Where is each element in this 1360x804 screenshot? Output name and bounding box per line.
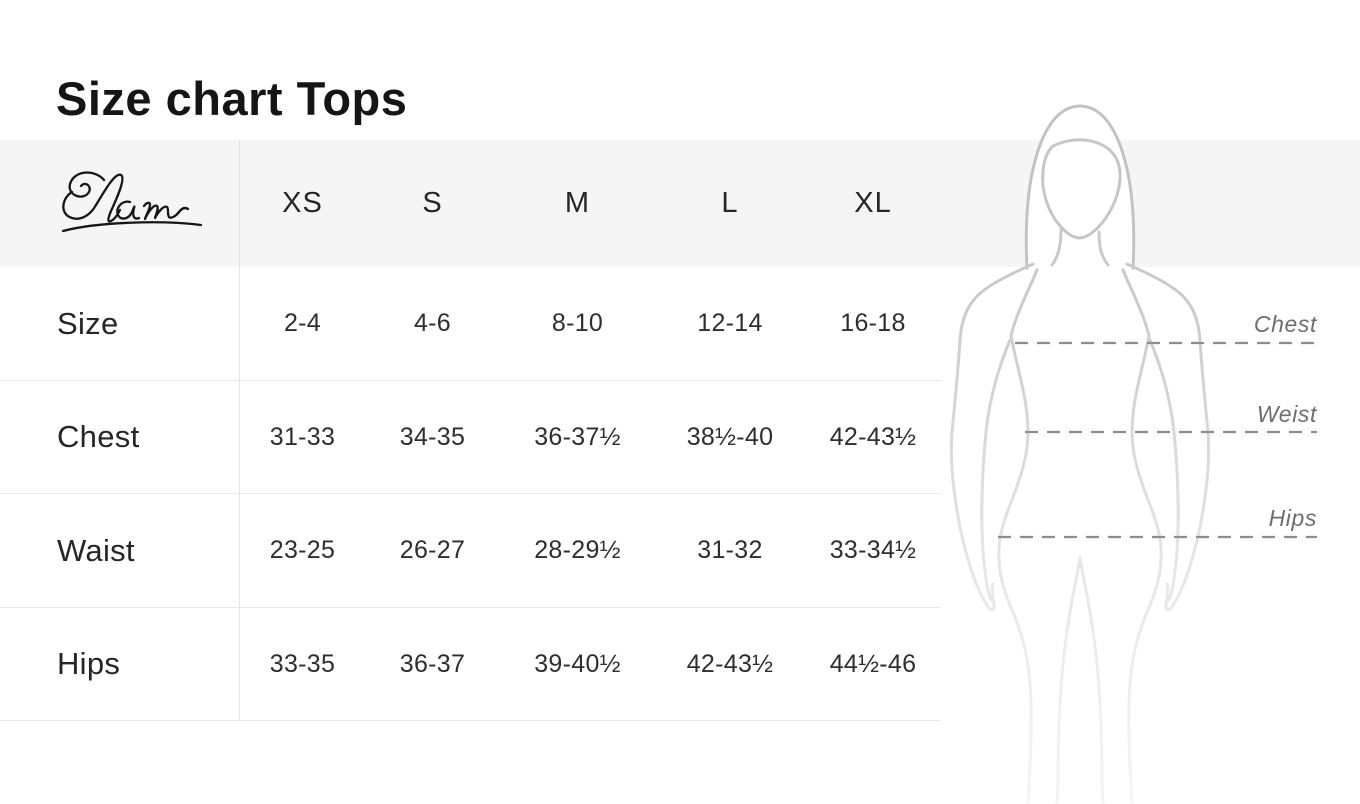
table-header-row: XS S M L XL <box>0 140 941 267</box>
cell-chest-l: 38½-40 <box>686 422 774 451</box>
row-label-waist: Waist <box>0 494 240 607</box>
cell-size-xl: 16-18 <box>840 309 906 337</box>
cell-chest-m: 36-37½ <box>534 422 621 451</box>
column-header-s: S <box>422 187 443 219</box>
cell-hips-m: 39-40½ <box>534 649 621 678</box>
cell-waist-xl: 33-34½ <box>829 536 917 564</box>
cell-waist-l: 31-32 <box>697 536 763 564</box>
cell-chest-s: 34-35 <box>399 422 466 451</box>
cell-waist-xs: 23-25 <box>269 536 336 564</box>
cell-hips-s: 36-37 <box>399 649 466 678</box>
cell-size-s: 4-6 <box>413 309 452 337</box>
column-header-m: M <box>564 187 591 219</box>
measure-label-waist: Weist <box>1256 401 1317 427</box>
column-header-xs: XS <box>282 187 323 219</box>
table-row-hips: Hips 33-35 36-37 39-40½ 42-43½ 44½-46 <box>0 608 941 721</box>
cell-size-l: 12-14 <box>697 309 763 337</box>
page-title: Size chart Tops <box>56 72 408 126</box>
column-header-xl: XL <box>854 187 892 219</box>
cell-size-xs: 2-4 <box>283 309 322 337</box>
column-header-l: L <box>721 187 739 219</box>
table-row-waist: Waist 23-25 26-27 28-29½ 31-32 33-34½ <box>0 494 941 608</box>
table-row-chest: Chest 31-33 34-35 36-37½ 38½-40 42-43½ <box>0 381 941 494</box>
row-label-chest: Chest <box>0 381 240 493</box>
cell-chest-xl: 42-43½ <box>829 422 917 451</box>
elan-logo-icon <box>61 170 203 232</box>
row-label-size: Size <box>0 267 240 380</box>
cell-hips-l: 42-43½ <box>686 649 774 678</box>
measure-label-hips: Hips <box>1268 505 1317 531</box>
cell-hips-xs: 33-35 <box>269 649 336 678</box>
measure-label-chest: Chest <box>1253 311 1317 337</box>
cell-hips-xl: 44½-46 <box>829 649 917 678</box>
cell-chest-xs: 31-33 <box>269 422 336 451</box>
row-label-hips: Hips <box>0 608 240 720</box>
table-row-size: Size 2-4 4-6 8-10 12-14 16-18 <box>0 267 941 381</box>
cell-waist-m: 28-29½ <box>534 536 621 564</box>
cell-size-m: 8-10 <box>551 309 604 337</box>
cell-waist-s: 26-27 <box>399 536 466 564</box>
size-table: XS S M L XL Size 2-4 4-6 8-10 12-14 16-1… <box>0 140 941 721</box>
brand-logo-cell <box>0 140 240 267</box>
